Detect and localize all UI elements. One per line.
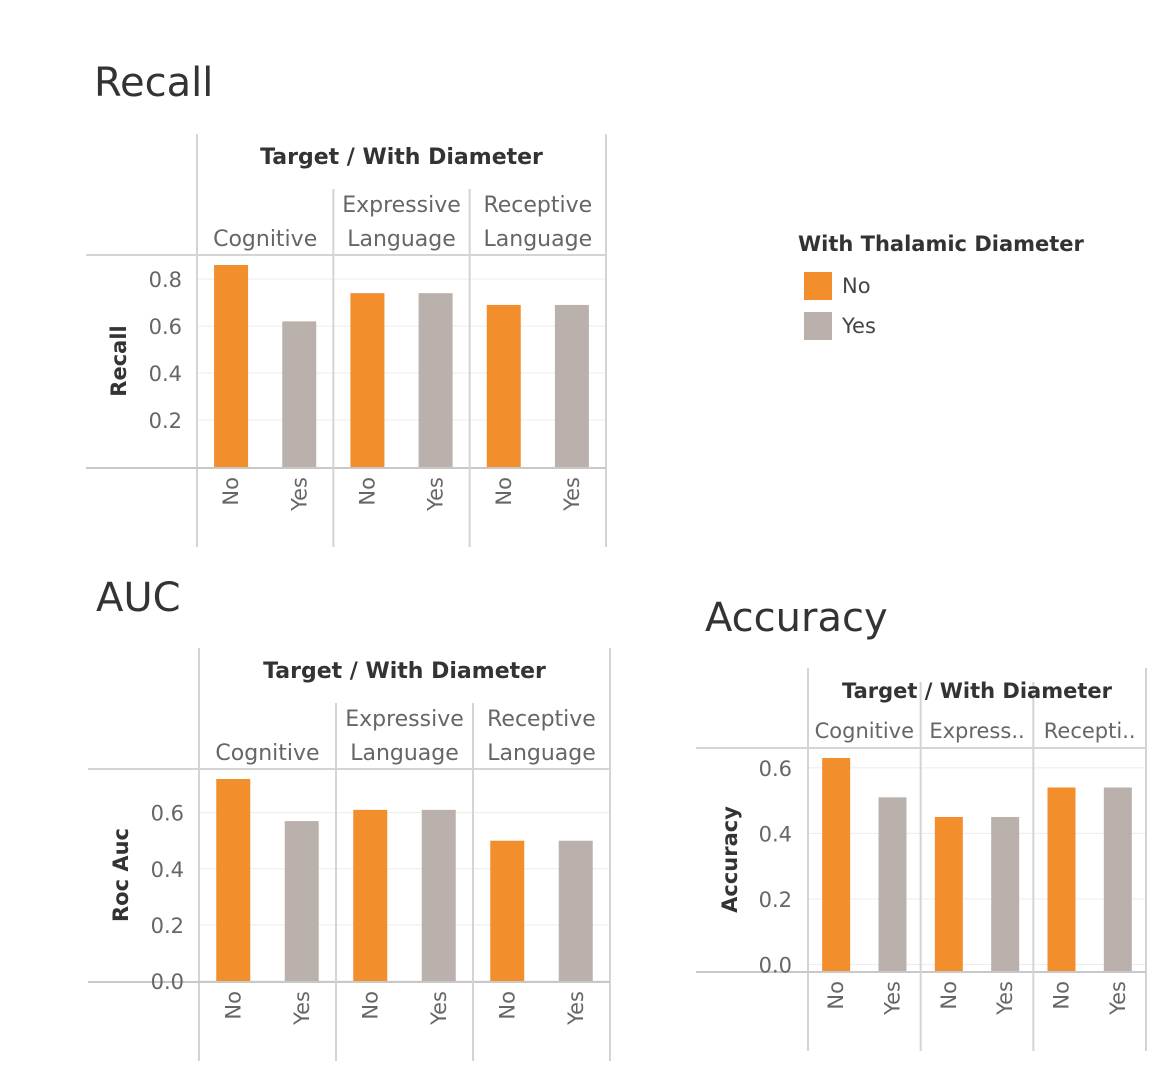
facet-header: Target / With Diameter <box>842 679 1113 703</box>
x-category-label: Yes <box>1106 981 1130 1016</box>
legend-label-yes: Yes <box>842 314 876 338</box>
group-label: Cognitive <box>815 719 914 743</box>
group-label: Language <box>484 227 593 252</box>
accuracy-chart-title: Accuracy <box>705 595 888 641</box>
x-category-label: Yes <box>290 991 314 1026</box>
group-label: Language <box>350 741 459 766</box>
legend-title: With Thalamic Diameter <box>798 232 1084 256</box>
x-category-label: Yes <box>881 981 905 1016</box>
group-label: Language <box>347 227 456 252</box>
bar-yes[interactable] <box>558 840 593 981</box>
bar-no[interactable] <box>214 265 249 467</box>
bar-no[interactable] <box>934 816 963 971</box>
bar-yes[interactable] <box>284 821 319 981</box>
x-category-label: No <box>495 991 519 1020</box>
y-tick-label: 0.0 <box>759 953 792 977</box>
x-category-label: No <box>824 981 848 1010</box>
legend-item-no[interactable]: No <box>798 266 1084 306</box>
x-category-label: No <box>219 477 243 506</box>
y-tick-label: 0.4 <box>151 858 184 882</box>
y-tick-label: 0.4 <box>149 362 182 386</box>
bar-no[interactable] <box>216 779 251 981</box>
facet-header: Target / With Diameter <box>263 659 546 684</box>
x-category-label: Yes <box>564 991 588 1026</box>
legend-swatch-yes <box>804 312 832 340</box>
bar-no[interactable] <box>1047 787 1076 971</box>
y-tick-label: 0.2 <box>149 409 182 433</box>
y-tick-label: 0.6 <box>151 802 184 826</box>
x-category-label: Yes <box>427 991 451 1026</box>
x-category-label: Yes <box>424 477 448 512</box>
bar-no[interactable] <box>490 840 525 981</box>
recall-chart-title: Recall <box>94 60 214 106</box>
bar-yes[interactable] <box>991 816 1020 971</box>
bar-yes[interactable] <box>554 304 589 467</box>
bar-yes[interactable] <box>421 809 456 981</box>
auc-chart-title: AUC <box>96 575 181 621</box>
x-category-label: No <box>937 981 961 1010</box>
bar-yes[interactable] <box>418 293 453 467</box>
y-axis-label: Recall <box>107 325 131 396</box>
x-category-label: Yes <box>287 477 311 512</box>
facet-header: Target / With Diameter <box>260 145 543 170</box>
group-label: Expressive <box>342 193 461 218</box>
bar-no[interactable] <box>350 293 385 467</box>
group-label: Cognitive <box>213 227 317 252</box>
legend-swatch-no <box>804 272 832 300</box>
group-label: Express.. <box>929 719 1024 743</box>
x-category-label: Yes <box>560 477 584 512</box>
bar-no[interactable] <box>353 809 388 981</box>
group-label: Language <box>487 741 596 766</box>
bar-yes[interactable] <box>1103 787 1132 971</box>
y-axis-label: Roc Auc <box>109 828 133 922</box>
legend-item-yes[interactable]: Yes <box>798 306 1084 346</box>
group-label: Receptive <box>483 193 592 218</box>
x-category-label: No <box>1050 981 1074 1010</box>
y-axis-label: Accuracy <box>718 806 742 913</box>
x-category-label: No <box>221 991 245 1020</box>
y-tick-label: 0.8 <box>149 268 182 292</box>
y-tick-label: 0.2 <box>151 914 184 938</box>
group-label: Recepti.. <box>1044 719 1136 743</box>
legend-label-no: No <box>842 274 871 298</box>
x-category-label: No <box>358 991 382 1020</box>
bar-no[interactable] <box>822 758 851 971</box>
x-category-label: No <box>355 477 379 506</box>
y-tick-label: 0.2 <box>759 888 792 912</box>
legend: With Thalamic Diameter No Yes <box>798 232 1084 346</box>
x-category-label: No <box>492 477 516 506</box>
bar-no[interactable] <box>486 304 521 467</box>
y-tick-label: 0.0 <box>151 970 184 994</box>
group-label: Receptive <box>487 707 596 732</box>
x-category-label: Yes <box>993 981 1017 1016</box>
bar-yes[interactable] <box>282 321 317 467</box>
y-tick-label: 0.6 <box>149 315 182 339</box>
y-tick-label: 0.6 <box>759 757 792 781</box>
y-tick-label: 0.4 <box>759 822 792 846</box>
group-label: Expressive <box>345 707 464 732</box>
bar-yes[interactable] <box>878 797 907 971</box>
group-label: Cognitive <box>215 741 319 766</box>
